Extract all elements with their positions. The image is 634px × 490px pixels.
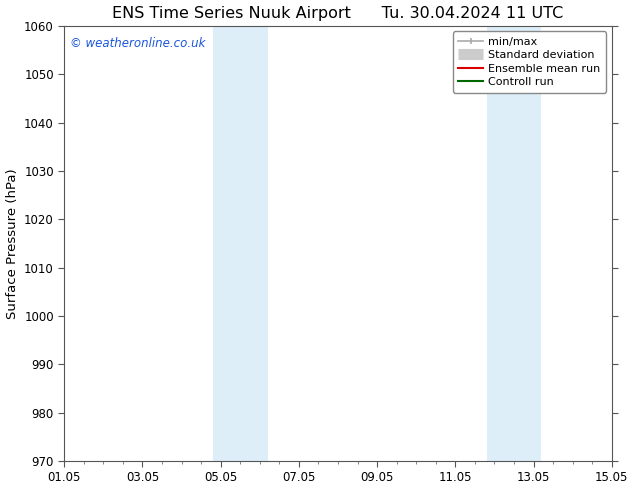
Text: © weatheronline.co.uk: © weatheronline.co.uk [70, 37, 205, 50]
Y-axis label: Surface Pressure (hPa): Surface Pressure (hPa) [6, 168, 18, 319]
Bar [213, 26, 268, 461]
Title: ENS Time Series Nuuk Airport      Tu. 30.04.2024 11 UTC: ENS Time Series Nuuk Airport Tu. 30.04.2… [112, 5, 564, 21]
Bar [487, 26, 541, 461]
Legend: min/max, Standard deviation, Ensemble mean run, Controll run: min/max, Standard deviation, Ensemble me… [453, 31, 606, 93]
